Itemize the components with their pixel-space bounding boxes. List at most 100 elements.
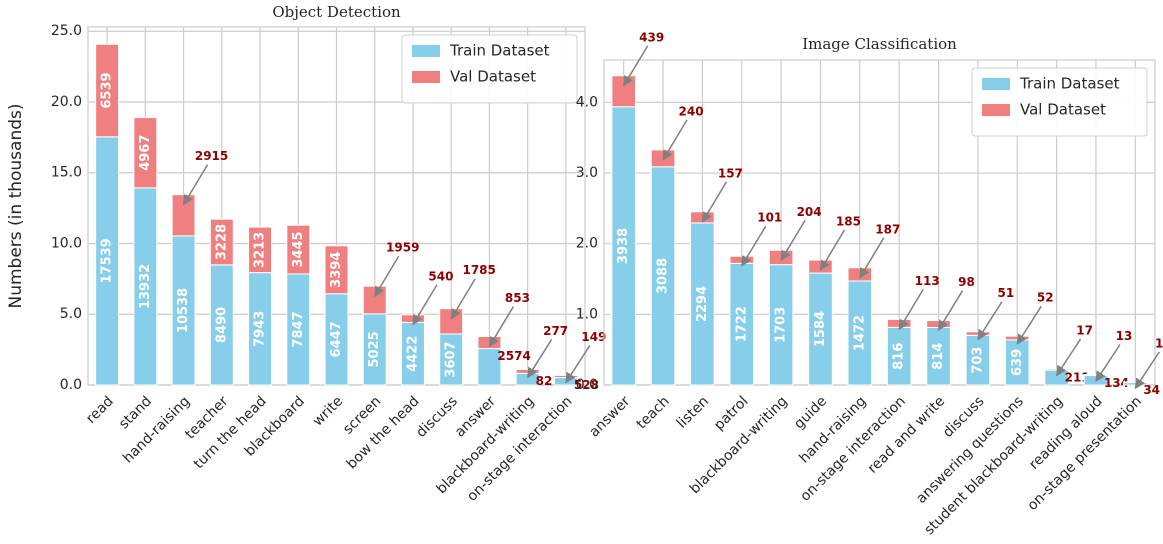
- bar-annotation: 185: [836, 215, 861, 229]
- bar-label: 8490: [214, 307, 229, 343]
- bar-segment: [847, 267, 873, 282]
- annotation-arrow: [412, 284, 438, 326]
- y-tick-label: 0.0: [60, 377, 82, 393]
- bar-label: 2294: [695, 286, 710, 322]
- bar-annotation: 1959: [386, 241, 419, 255]
- bar-segment: [768, 249, 794, 266]
- bar-segment: [400, 314, 425, 323]
- bar-annotation: 277: [543, 324, 568, 338]
- x-tick-label: answer: [586, 393, 633, 440]
- bar-annotation: 13: [1116, 329, 1133, 343]
- annotation-arrow: [859, 237, 885, 279]
- bar-annotation: 240: [679, 104, 704, 118]
- bar-annotation: 149: [581, 330, 606, 344]
- bar-segment: [1004, 335, 1030, 341]
- bar-label: 5025: [367, 331, 382, 367]
- y-tick-label: 1.0: [576, 306, 598, 322]
- bar-segment: [808, 259, 833, 274]
- bar-segment: [95, 43, 120, 138]
- legend-box: [401, 34, 578, 104]
- x-tick-label: write: [310, 393, 346, 429]
- y-tick-label: 25.0: [51, 23, 82, 39]
- bar-annotation: 101: [757, 211, 782, 225]
- annotation-arrow: [488, 306, 515, 348]
- y-tick-label: 10.0: [51, 235, 82, 251]
- y-tick-label: 0.0: [576, 377, 598, 393]
- bar-annotation: 528: [574, 378, 599, 392]
- bar-label: 17539: [100, 238, 115, 283]
- bar-annotation: 157: [718, 166, 743, 180]
- bar-label: 6447: [329, 321, 344, 357]
- bar-segment: [362, 285, 387, 315]
- annotation-arrow: [374, 255, 400, 298]
- bar-segment: [886, 318, 912, 328]
- annotation-arrow: [1095, 344, 1121, 382]
- bar-segment: [650, 149, 676, 168]
- bar-annotation: 10: [1155, 336, 1163, 350]
- legend-swatch: [412, 71, 440, 83]
- annotation-arrow: [701, 181, 728, 223]
- bar-label: 3394: [329, 252, 344, 288]
- annotation-arrow: [182, 164, 209, 206]
- annotation-arrow: [450, 278, 476, 320]
- legend-box: [971, 67, 1148, 137]
- legend-label: Val Dataset: [1020, 101, 1106, 119]
- bar-annotation: 1785: [462, 263, 495, 277]
- bar-segment: [553, 374, 578, 379]
- legend-swatch: [412, 45, 440, 57]
- bar-segment: [286, 224, 311, 275]
- annotation-arrow: [565, 345, 591, 384]
- bar-annotation: 540: [428, 269, 453, 283]
- annotation-arrow: [780, 219, 806, 262]
- bar-label: 6539: [100, 72, 115, 108]
- bar-label: 3088: [656, 258, 671, 294]
- y-tick-label: 5.0: [60, 306, 82, 322]
- bar-label: 1584: [813, 311, 828, 347]
- legend-label: Train Dataset: [449, 42, 550, 60]
- bar-annotation: 211: [1065, 371, 1090, 385]
- bar-annotation: 439: [639, 30, 664, 44]
- annotation-arrow: [977, 301, 1003, 341]
- annotation-arrow: [937, 290, 964, 331]
- bar-label: 10538: [176, 288, 191, 333]
- bar-annotation: 134: [1104, 376, 1129, 390]
- bar-segment: [1083, 374, 1109, 377]
- bar-segment: [729, 255, 755, 264]
- annotation-arrow: [741, 225, 767, 267]
- y-tick-label: 20.0: [51, 94, 82, 110]
- bar-segment: [439, 308, 464, 335]
- annotation-arrow: [527, 339, 553, 379]
- legend-swatch: [982, 104, 1010, 116]
- annotation-arrow: [1016, 305, 1042, 345]
- x-tick-label: listen: [674, 393, 712, 431]
- y-axis-label: Numbers (in thousands): [6, 103, 26, 308]
- y-tick-label: 2.0: [576, 236, 598, 252]
- annotation-arrow: [819, 229, 846, 271]
- bar-annotation: 2574: [497, 349, 530, 363]
- y-tick-label: 15.0: [51, 165, 82, 181]
- bar-annotation: 2915: [195, 149, 228, 163]
- bar-segment: [477, 336, 502, 350]
- chart-title: Object Detection: [272, 3, 401, 21]
- annotation-arrow: [662, 119, 688, 161]
- bar-label: 3228: [214, 224, 229, 260]
- annotation-arrow: [1055, 338, 1082, 377]
- bar-annotation: 204: [797, 205, 822, 219]
- bar-label: 3607: [444, 341, 459, 377]
- bar-label: 3445: [291, 231, 306, 267]
- bar-label: 814: [931, 343, 946, 370]
- bar-label: 1722: [734, 306, 749, 342]
- bar-label: 703: [970, 347, 985, 374]
- x-tick-label: read: [83, 393, 117, 427]
- bar-segment: [324, 245, 349, 295]
- bar-label: 13932: [138, 264, 153, 309]
- bar-segment: [1044, 368, 1069, 371]
- bar-annotation: 98: [958, 275, 975, 289]
- y-tick-label: 3.0: [576, 165, 598, 181]
- bar-label: 1703: [774, 307, 789, 343]
- chart-title: Image Classification: [802, 35, 957, 53]
- bar-label: 3938: [616, 228, 631, 264]
- bar-segment: [611, 75, 636, 108]
- bar-annotation: 187: [875, 222, 900, 236]
